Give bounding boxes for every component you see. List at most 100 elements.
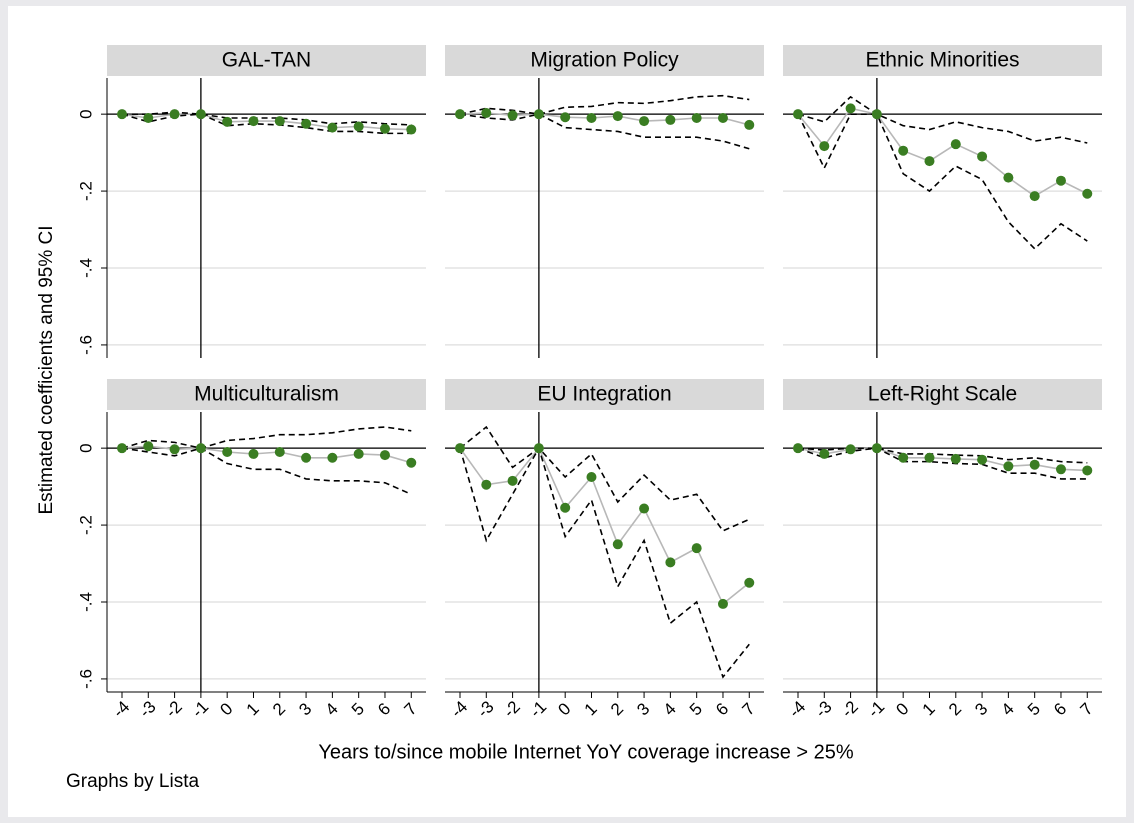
ci-line bbox=[121, 447, 412, 496]
point bbox=[454, 443, 465, 454]
point bbox=[1055, 175, 1066, 186]
background bbox=[8, 6, 1126, 817]
point bbox=[327, 122, 338, 133]
point bbox=[327, 452, 338, 463]
point bbox=[950, 139, 961, 150]
point bbox=[507, 110, 518, 121]
panel-title-bar bbox=[445, 379, 764, 410]
ci-line bbox=[459, 425, 750, 532]
point bbox=[691, 113, 702, 123]
point bbox=[507, 475, 518, 486]
point bbox=[222, 447, 233, 457]
ci-line bbox=[121, 113, 412, 135]
point bbox=[195, 109, 206, 120]
ci-line bbox=[121, 426, 412, 449]
panel-title: GAL-TAN bbox=[222, 49, 311, 72]
point bbox=[845, 444, 856, 455]
y-tick-label: -.4 bbox=[76, 258, 95, 278]
panel-title: Left-Right Scale bbox=[868, 383, 1017, 406]
point bbox=[1082, 188, 1093, 199]
point bbox=[586, 472, 597, 482]
panel-title-bar bbox=[445, 45, 764, 76]
panel-title-bar bbox=[783, 45, 1102, 76]
point bbox=[301, 452, 312, 463]
point bbox=[977, 151, 988, 162]
point bbox=[248, 116, 259, 127]
ci-line bbox=[459, 94, 750, 115]
ci-line bbox=[797, 447, 1088, 464]
point bbox=[665, 114, 676, 125]
ci-line bbox=[797, 95, 1088, 144]
point bbox=[481, 479, 492, 490]
point bbox=[481, 108, 492, 118]
ci-line bbox=[459, 446, 750, 679]
point bbox=[560, 502, 571, 513]
point bbox=[406, 457, 417, 468]
point bbox=[379, 450, 390, 461]
point bbox=[665, 557, 676, 568]
point bbox=[454, 109, 465, 120]
point bbox=[143, 441, 154, 452]
point bbox=[248, 448, 259, 459]
point bbox=[612, 111, 623, 122]
point bbox=[586, 113, 597, 123]
point bbox=[1029, 191, 1040, 202]
point bbox=[898, 452, 909, 463]
point bbox=[792, 443, 803, 454]
point bbox=[1055, 464, 1066, 475]
coef-line bbox=[797, 107, 1088, 198]
y-tick-label: -.2 bbox=[76, 181, 95, 201]
point bbox=[143, 113, 154, 123]
ci-line bbox=[797, 113, 1088, 250]
point bbox=[744, 119, 755, 130]
point bbox=[533, 443, 544, 454]
point bbox=[691, 543, 702, 554]
point bbox=[871, 443, 882, 454]
point bbox=[169, 444, 180, 455]
point bbox=[717, 598, 728, 609]
point bbox=[274, 447, 285, 457]
point bbox=[792, 109, 803, 120]
panel-title: EU Integration bbox=[537, 383, 671, 406]
point bbox=[717, 113, 728, 123]
point bbox=[744, 577, 755, 588]
point bbox=[845, 103, 856, 114]
point bbox=[639, 116, 650, 127]
panel-title-bar bbox=[107, 379, 426, 410]
ci-line bbox=[121, 111, 412, 126]
panel-title: Ethnic Minorities bbox=[865, 49, 1019, 72]
point bbox=[819, 448, 830, 459]
point bbox=[612, 539, 623, 550]
y-tick-label: -.6 bbox=[76, 335, 95, 355]
y-tick-label: -.4 bbox=[76, 592, 95, 612]
point bbox=[379, 123, 390, 134]
point bbox=[1003, 172, 1014, 183]
point bbox=[353, 121, 364, 132]
point bbox=[301, 118, 312, 129]
y-tick-label: -.6 bbox=[76, 669, 95, 689]
panel-title-bar bbox=[107, 45, 426, 76]
point bbox=[924, 452, 935, 463]
point bbox=[977, 454, 988, 465]
y-tick-label: 0 bbox=[76, 109, 95, 118]
point bbox=[274, 116, 285, 127]
point bbox=[898, 145, 909, 156]
y-tick-label: 0 bbox=[76, 443, 95, 452]
point bbox=[1082, 465, 1093, 476]
note: Graphs by Lista bbox=[66, 771, 199, 792]
x-axis-label: Years to/since mobile Internet YoY cover… bbox=[318, 741, 854, 763]
point bbox=[406, 124, 417, 135]
point bbox=[819, 141, 830, 152]
y-tick-label: -.2 bbox=[76, 515, 95, 535]
point bbox=[353, 448, 364, 459]
point bbox=[222, 116, 233, 127]
panel-title: Multiculturalism bbox=[194, 383, 339, 406]
panel-title: Migration Policy bbox=[530, 49, 679, 72]
point bbox=[1003, 461, 1014, 472]
y-axis-label: Estimated coefficients and 95% CI bbox=[36, 225, 57, 514]
point bbox=[1029, 459, 1040, 470]
point bbox=[116, 443, 127, 454]
point bbox=[169, 109, 180, 120]
